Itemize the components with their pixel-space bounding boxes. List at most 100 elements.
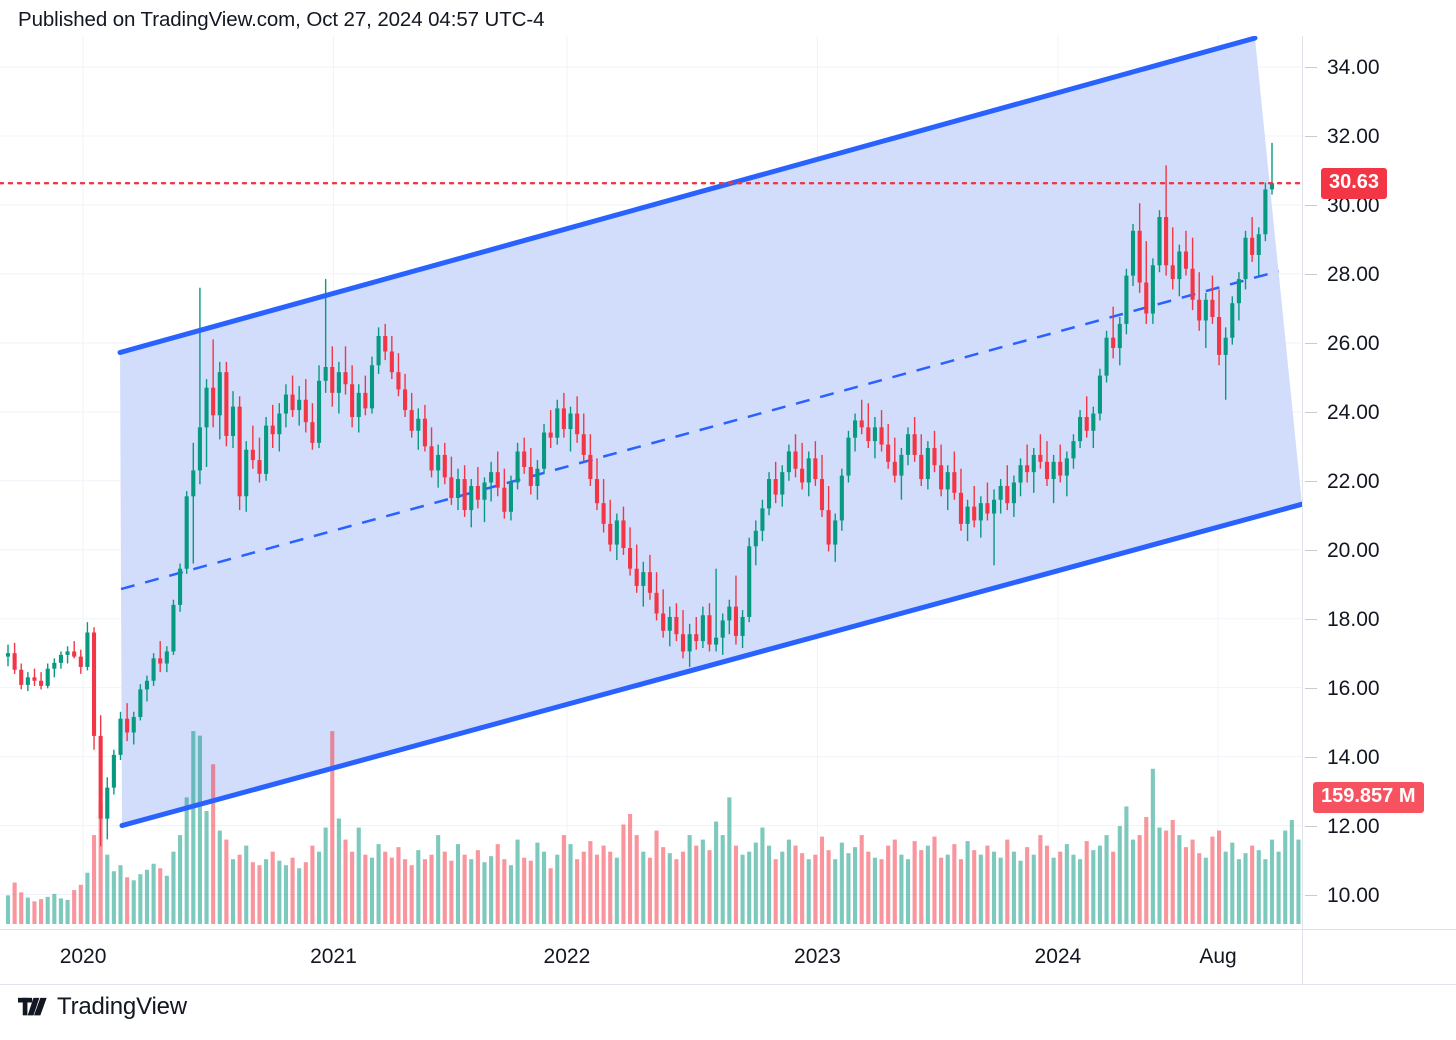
tradingview-wordmark: TradingView: [57, 993, 187, 1020]
candle-body: [1051, 461, 1056, 480]
candle-body: [1217, 317, 1222, 355]
price-tick-label: 20.00: [1327, 538, 1380, 562]
volume-bar: [680, 851, 686, 924]
price-tick-dash: [1305, 411, 1317, 413]
candle-body: [1130, 230, 1136, 276]
volume-bar: [1011, 851, 1016, 924]
volume-bar: [1269, 839, 1275, 924]
volume-bar: [853, 847, 858, 924]
candle-body: [290, 394, 295, 411]
volume-bar: [1230, 842, 1235, 924]
candle-body: [826, 510, 831, 545]
volume-bar: [919, 850, 924, 924]
volume-bar: [641, 851, 646, 924]
candle-body: [1018, 465, 1023, 483]
candle-body: [396, 372, 401, 390]
volume-bar: [1071, 854, 1076, 924]
volume-bar: [323, 827, 328, 924]
volume-bar: [416, 850, 421, 924]
volume-bar: [383, 851, 388, 924]
volume-bar: [316, 851, 322, 924]
volume-bar: [1144, 816, 1149, 924]
candle-body: [138, 689, 143, 717]
volume-bar: [872, 857, 877, 924]
channel-midline: [120, 269, 1279, 591]
candle-body: [727, 606, 732, 621]
candle-body: [1104, 337, 1109, 376]
candle-body: [383, 335, 388, 352]
volume-bar: [1177, 835, 1182, 924]
candle-body: [217, 372, 222, 416]
volume-bar: [72, 890, 77, 924]
volume-bar: [5, 895, 11, 924]
volume-bar: [78, 884, 83, 924]
volume-bar: [1117, 826, 1122, 924]
candle-body: [548, 432, 553, 438]
candle-body: [98, 735, 103, 819]
candle-body: [455, 479, 461, 499]
volume-bar: [1051, 857, 1056, 924]
candle-body: [687, 634, 692, 652]
volume-bar: [1104, 835, 1109, 924]
candle-body: [469, 485, 474, 511]
volume-badge[interactable]: 159.857 M: [1313, 782, 1424, 813]
candle-body: [608, 523, 613, 545]
volume-bar: [912, 841, 917, 924]
volume-bar: [568, 844, 573, 924]
candle-body: [1197, 299, 1202, 321]
candle-body: [78, 656, 83, 667]
candle-body: [886, 444, 891, 462]
volume-bar: [310, 845, 315, 924]
price-tick-label: 34.00: [1327, 56, 1380, 80]
volume-bar: [1164, 830, 1169, 924]
volume-bar: [442, 851, 447, 924]
last-price-badge[interactable]: 30.63: [1321, 168, 1388, 199]
volume-bar: [1097, 845, 1102, 924]
candle-body: [621, 520, 626, 549]
volume-bar: [826, 850, 831, 924]
volume-bar: [694, 845, 699, 924]
volume-bar: [800, 853, 805, 924]
candle-body: [1150, 265, 1155, 314]
volume-bar: [178, 835, 183, 924]
candle-body: [197, 427, 202, 471]
volume-bar: [502, 859, 507, 924]
candle-body: [1263, 189, 1268, 235]
candle-body: [1144, 282, 1149, 314]
volume-bar: [12, 882, 17, 924]
volume-bar: [601, 845, 606, 924]
volume-bar: [230, 859, 236, 924]
volume-bar: [905, 859, 911, 924]
candle-body: [1071, 441, 1076, 459]
volume-bar: [714, 821, 719, 924]
volume-bar: [1217, 830, 1222, 924]
volume-bar: [45, 896, 50, 924]
candle-body: [568, 413, 573, 430]
volume-bar: [469, 859, 474, 924]
volume-bar: [555, 854, 560, 924]
price-scale[interactable]: 34.00 32.00 30.00 28.00 26.00 24.00 22.00 20.00…: [1302, 36, 1456, 929]
volume-bar: [191, 731, 196, 924]
candle-body: [972, 506, 977, 521]
price-tick-dash: [1305, 894, 1317, 896]
candle-body: [25, 677, 30, 685]
candle-body: [932, 448, 937, 466]
candle-body: [1044, 461, 1050, 480]
candle-body: [978, 503, 983, 521]
candle-body: [403, 389, 408, 411]
chart-plot-area[interactable]: [0, 36, 1302, 929]
price-tick-label: 12.00: [1327, 814, 1380, 838]
candle-body: [992, 499, 997, 514]
volume-bar: [687, 835, 692, 924]
candle-body: [853, 420, 858, 438]
candle-body: [780, 472, 785, 495]
candle-body: [164, 651, 169, 664]
price-tick-label: 32.00: [1327, 124, 1380, 148]
candle-body: [111, 754, 116, 788]
candle-body: [594, 479, 600, 504]
candle-body: [244, 449, 249, 497]
time-scale[interactable]: 2020 2021 2022 2023 2024 Aug: [0, 929, 1302, 985]
volume-bar: [330, 731, 335, 924]
volume-bar: [1210, 836, 1215, 924]
candle-body: [628, 548, 633, 569]
